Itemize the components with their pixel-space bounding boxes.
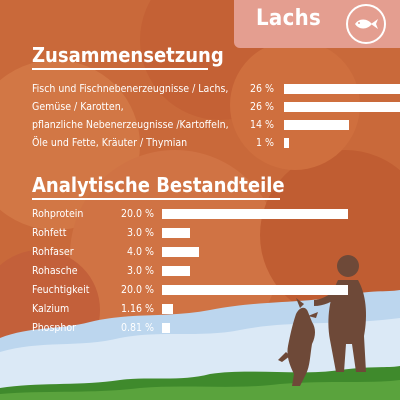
composition-title-underline [32,68,208,70]
constituent-percent: 20.0 % [120,208,154,220]
composition-row: pflanzliche Nebenerzeugnisse /Kartoffeln… [32,116,392,134]
constituent-percent: 20.0 % [120,284,154,296]
constituent-label: Phosphor [32,322,77,334]
grass [0,366,400,400]
constituent-bar [162,228,190,238]
constituent-label: Rohfett [32,227,67,239]
analysis-row: Kalzium 1.16 % [32,300,392,318]
composition-row: Gemüse / Karotten, 26 % [32,98,400,116]
analysis-row: Rohfett 3.0 % [32,224,392,242]
constituent-label: Rohasche [32,265,78,277]
constituent-percent: 0.81 % [120,322,154,334]
constituent-label: Rohprotein [32,208,84,220]
composition-title: Zusammensetzung [32,43,224,67]
analysis-row: Rohasche 3.0 % [32,262,392,280]
ingredient-percent: 26 % [250,101,274,113]
constituent-bar [162,209,348,219]
composition-row: Öle und Fette, Kräuter / Thymian 1 % [32,134,392,152]
analysis-row: Phosphor 0.81 % [32,319,392,337]
ingredient-bar [284,84,400,94]
ingredient-percent: 26 % [250,83,274,95]
ingredient-label: Fisch und Fischnebenerzeugnisse / Lachs, [32,83,229,95]
fish-icon [355,19,378,29]
analysis-title-underline [32,198,280,200]
ingredient-bar [284,138,289,148]
ingredient-label: Gemüse / Karotten, [32,101,124,113]
constituent-label: Kalzium [32,303,70,315]
ingredient-percent: 1 % [256,137,274,149]
analysis-row: Feuchtigkeit 20.0 % [32,281,392,299]
constituent-label: Feuchtigkeit [32,284,90,296]
constituent-percent: 3.0 % [127,265,154,277]
fish-badge [346,4,386,44]
product-tag: Lachs [234,0,400,48]
constituent-bar [162,285,348,295]
constituent-percent: 1.16 % [120,303,154,315]
constituent-percent: 4.0 % [127,246,154,258]
composition-row: Fisch und Fischnebenerzeugnisse / Lachs,… [32,80,400,98]
analysis-row: Rohprotein 20.0 % [32,205,392,223]
constituent-bar [162,304,173,314]
ingredient-bar [284,102,400,112]
ingredient-percent: 14 % [250,119,274,131]
analysis-title: Analytische Bestandteile [32,173,285,197]
analysis-row: Rohfaser 4.0 % [32,243,392,261]
constituent-bar [162,323,170,333]
constituent-percent: 3.0 % [127,227,154,239]
constituent-bar [162,247,200,257]
ingredient-label: Öle und Fette, Kräuter / Thymian [32,137,188,149]
flavor-label: Lachs [256,6,322,31]
constituent-bar [162,266,190,276]
ingredient-label: pflanzliche Nebenerzeugnisse /Kartoffeln… [32,119,229,131]
grass-light [0,380,400,400]
constituent-label: Rohfaser [32,246,74,258]
ingredient-bar [284,120,349,130]
